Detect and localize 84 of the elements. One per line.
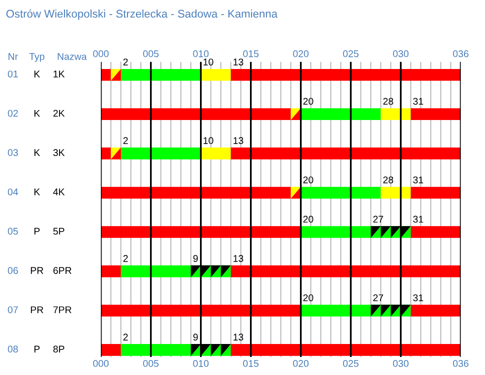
x-tick-label: 010 — [193, 360, 209, 367]
text: 05 — [8, 228, 18, 235]
annotation: 20 — [303, 294, 314, 302]
bar — [200, 68, 231, 81]
bar — [100, 265, 121, 278]
bar — [380, 186, 411, 199]
annotation: 9 — [193, 334, 198, 341]
x-tick-label: 030 — [393, 360, 409, 367]
annotation: 2 — [123, 137, 128, 144]
bar — [100, 304, 301, 317]
y-tick-label: 6PR — [53, 267, 72, 274]
bar — [300, 186, 381, 199]
annotation: 31 — [413, 216, 424, 223]
text: 04 — [8, 188, 18, 196]
text: K — [34, 188, 40, 196]
text: 08 — [8, 346, 18, 353]
text: K — [34, 149, 40, 156]
annotation: 20 — [303, 176, 314, 184]
bar — [380, 108, 411, 120]
text: P — [34, 228, 40, 235]
annotation: 20 — [303, 216, 314, 223]
annotation: 13 — [234, 255, 244, 262]
bar — [120, 148, 201, 160]
annotation: 13 — [234, 334, 244, 341]
annotation: 13 — [234, 137, 244, 144]
annotation: 2 — [123, 255, 128, 262]
annotation: 28 — [383, 98, 394, 105]
x2-tick-label: 036 — [453, 50, 468, 58]
bar — [230, 68, 461, 81]
x2-tick-label: 025 — [343, 50, 358, 58]
text: 01 — [8, 70, 18, 78]
x-tick-label: 005 — [143, 360, 159, 367]
x-tick-label: 000 — [93, 360, 109, 367]
annotation: 31 — [413, 294, 424, 302]
annotation: 9 — [193, 255, 198, 262]
annotation: 13 — [234, 58, 244, 66]
bar — [100, 344, 121, 356]
text: K — [34, 70, 40, 78]
x2-tick-label: 005 — [143, 50, 159, 58]
x2-tick-label: 000 — [93, 50, 109, 58]
bar — [300, 108, 381, 120]
text: P — [34, 346, 40, 352]
bar — [120, 68, 201, 81]
x-tick-label: 036 — [453, 360, 468, 367]
x-tick-label: 020 — [293, 360, 309, 367]
x-tick-label: 025 — [343, 360, 358, 367]
x2-tick-label: 020 — [293, 50, 309, 58]
x-tick-label: 015 — [243, 360, 259, 367]
text: K — [34, 110, 40, 117]
text: Nazwa — [58, 53, 87, 60]
annotation: 2 — [123, 334, 128, 340]
y-tick-label: 1K — [54, 70, 65, 78]
text: Typ — [29, 53, 44, 62]
bar — [410, 108, 461, 120]
annotation: 10 — [204, 137, 214, 144]
annotation: 2 — [123, 58, 128, 66]
annotation: 10 — [204, 58, 214, 66]
text: PR — [30, 267, 44, 274]
y-tick-label: 4K — [53, 188, 65, 196]
bar — [410, 186, 461, 199]
bar — [100, 226, 301, 238]
y-tick-label: 2K — [53, 110, 65, 117]
chart-title: Ostrów Wielkopolski - Strzelecka - Sadowa - Kamienna — [6, 9, 278, 20]
x2-tick-label: 010 — [193, 50, 209, 58]
y-tick-label: 7PR — [53, 306, 72, 314]
x2-tick-label: 030 — [393, 50, 409, 58]
text: Nr — [8, 53, 18, 60]
text: 03 — [8, 149, 18, 156]
annotation: 20 — [303, 98, 314, 105]
y-tick-label: 8P — [53, 346, 64, 353]
bar — [200, 148, 231, 160]
y-tick-label: 5P — [53, 228, 64, 235]
annotation: 31 — [413, 176, 424, 184]
annotation: 31 — [413, 98, 424, 105]
annotation: 27 — [373, 294, 384, 302]
text: PR — [30, 306, 44, 314]
text: 02 — [8, 110, 18, 117]
annotation: 28 — [383, 176, 394, 184]
y-tick-label: 3K — [53, 149, 65, 156]
text: 07 — [8, 306, 18, 314]
x2-tick-label: 015 — [243, 50, 259, 58]
bar — [230, 148, 461, 160]
text: 06 — [8, 267, 18, 274]
annotation: 27 — [373, 216, 384, 223]
